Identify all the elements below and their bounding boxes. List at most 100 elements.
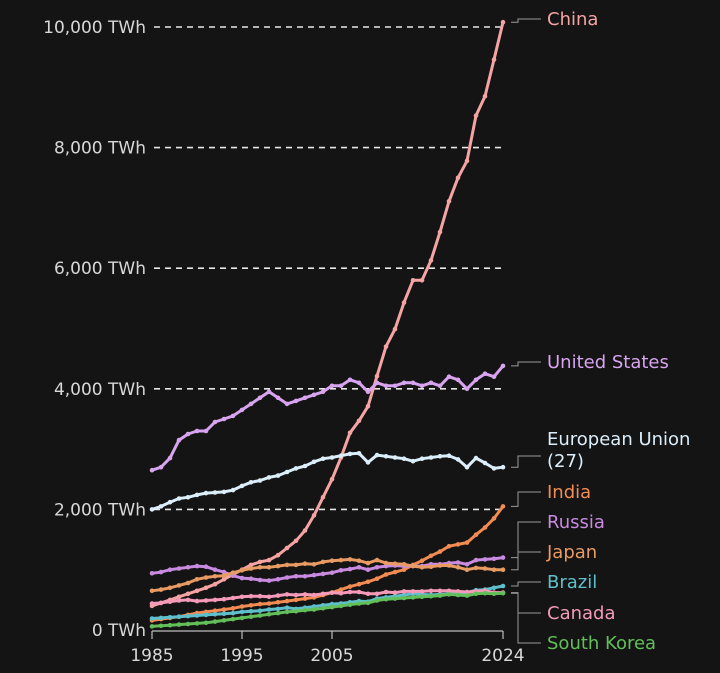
data-point-japan — [284, 562, 290, 568]
data-point-japan — [446, 563, 452, 568]
data-point-european-union-27 — [401, 456, 407, 462]
data-point-south-korea — [248, 614, 254, 619]
data-point-south-korea — [203, 620, 209, 626]
series-canada — [149, 588, 506, 606]
data-point-south-korea — [275, 610, 281, 616]
series-label-layer: China United States European Union (27) Indi… — [511, 9, 690, 654]
data-point-india — [428, 553, 434, 559]
data-point-china — [437, 229, 443, 235]
data-point-canada — [149, 601, 155, 606]
data-point-russia — [185, 565, 191, 570]
data-point-russia — [464, 562, 470, 567]
data-point-russia — [500, 555, 506, 560]
grid-layer — [154, 26, 503, 511]
data-point-european-union-27 — [356, 451, 362, 456]
data-point-canada — [365, 591, 371, 597]
data-point-russia — [455, 560, 461, 565]
data-point-india — [302, 596, 308, 601]
data-point-canada — [383, 589, 389, 595]
x-tick-label: 1985 — [130, 646, 173, 666]
data-point-india — [419, 558, 425, 563]
data-point-japan — [338, 557, 344, 563]
data-point-russia — [302, 574, 308, 579]
data-point-india — [284, 598, 290, 604]
data-point-united-states — [248, 401, 254, 407]
data-point-south-korea — [230, 616, 236, 622]
data-point-russia — [149, 571, 155, 576]
data-point-united-states — [185, 431, 191, 437]
data-point-japan — [167, 585, 173, 591]
data-point-european-union-27 — [491, 466, 497, 471]
data-point-canada — [239, 594, 245, 600]
data-point-china — [500, 19, 506, 25]
series-line-united-states — [150, 364, 505, 472]
data-point-united-states — [338, 383, 344, 389]
data-point-south-korea — [167, 622, 173, 628]
data-point-india — [266, 601, 272, 606]
data-point-united-states — [410, 380, 416, 386]
data-point-united-states — [311, 392, 317, 398]
data-point-india — [275, 600, 281, 605]
series-japan — [149, 557, 506, 594]
data-point-brazil — [194, 613, 200, 618]
data-point-brazil — [149, 616, 155, 621]
label-leader-russia — [511, 521, 541, 559]
data-point-china — [401, 300, 407, 305]
data-point-canada — [410, 589, 416, 594]
data-point-south-korea — [365, 600, 371, 606]
data-point-india — [482, 525, 488, 530]
x-tick-label: 2005 — [310, 646, 353, 666]
data-point-india — [347, 584, 353, 589]
data-point-south-korea — [455, 592, 461, 598]
data-point-european-union-27 — [239, 483, 245, 489]
data-point-india — [374, 576, 380, 581]
data-point-european-union-27 — [500, 464, 506, 470]
data-point-japan — [392, 561, 398, 566]
data-point-russia — [329, 570, 335, 575]
data-point-india — [464, 540, 470, 545]
series-label-brazil: Brazil — [547, 572, 597, 593]
data-point-russia — [293, 574, 299, 579]
series-line-china — [150, 20, 505, 608]
data-point-russia — [275, 577, 281, 582]
data-point-united-states — [194, 428, 200, 434]
data-point-japan — [248, 566, 254, 571]
data-point-china — [473, 113, 479, 118]
data-point-canada — [320, 591, 326, 597]
label-leader-japan — [511, 551, 541, 571]
data-point-japan — [374, 557, 380, 563]
data-point-canada — [329, 590, 335, 595]
data-point-japan — [473, 565, 479, 571]
data-point-united-states — [446, 374, 452, 380]
data-point-european-union-27 — [302, 463, 308, 469]
data-point-european-union-27 — [437, 454, 443, 459]
data-point-japan — [221, 573, 227, 578]
data-point-united-states — [500, 363, 506, 369]
data-point-japan — [275, 563, 281, 569]
data-point-brazil — [158, 615, 164, 621]
data-point-european-union-27 — [329, 455, 335, 460]
data-point-south-korea — [149, 624, 155, 629]
data-point-china — [194, 588, 200, 594]
data-point-india — [221, 607, 227, 612]
data-point-brazil — [212, 612, 218, 617]
data-point-south-korea — [428, 593, 434, 599]
data-point-india — [383, 572, 389, 577]
data-point-south-korea — [302, 607, 308, 613]
data-point-european-union-27 — [347, 451, 353, 457]
data-point-united-states — [356, 380, 362, 386]
data-point-european-union-27 — [410, 458, 416, 464]
data-point-european-union-27 — [275, 473, 281, 478]
data-point-united-states — [392, 383, 398, 389]
data-point-china — [185, 591, 191, 597]
data-point-japan — [320, 559, 326, 565]
data-point-united-states — [383, 383, 389, 389]
data-point-united-states — [149, 467, 155, 473]
data-point-india — [473, 532, 479, 537]
data-point-japan — [428, 564, 434, 569]
data-point-russia — [374, 565, 380, 570]
data-point-russia — [347, 566, 353, 572]
data-point-india — [437, 549, 443, 554]
data-point-japan — [293, 562, 299, 568]
